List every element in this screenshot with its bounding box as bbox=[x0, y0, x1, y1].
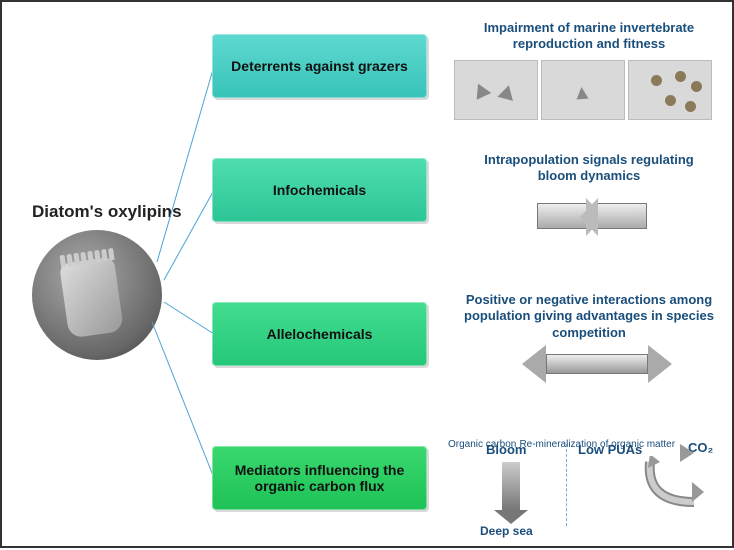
category-deterrents: Deterrents against grazers bbox=[212, 34, 427, 98]
flux-deep-sea-label: Deep sea bbox=[480, 524, 533, 538]
down-arrow-icon bbox=[502, 462, 520, 510]
desc-allelochemicals: Positive or negative interactions among … bbox=[464, 292, 714, 341]
category-label: Infochemicals bbox=[273, 182, 366, 198]
category-allelochemicals: Allelochemicals bbox=[212, 302, 427, 366]
category-infochemicals: Infochemicals bbox=[212, 158, 427, 222]
curve-arrow-icon bbox=[644, 456, 704, 508]
category-carbon-flux: Mediators influencing the organic carbon… bbox=[212, 446, 427, 510]
opposing-arrows-icon bbox=[537, 198, 647, 234]
category-label: Allelochemicals bbox=[267, 326, 373, 342]
category-label: Mediators influencing the organic carbon… bbox=[222, 462, 417, 494]
arrowhead-icon bbox=[680, 444, 700, 462]
category-label: Deterrents against grazers bbox=[231, 58, 408, 74]
carbon-flux-diagram: Bloom Organic carbon Deep sea Low PUAs C… bbox=[448, 438, 724, 538]
thumb-eggs bbox=[628, 60, 712, 120]
flux-divider bbox=[566, 444, 567, 526]
thumb-nauplius-single bbox=[541, 60, 625, 120]
double-arrow-icon bbox=[522, 347, 672, 381]
flux-low-puas-label: Low PUAs bbox=[578, 442, 642, 457]
desc-deterrents: Impairment of marine invertebrate reprod… bbox=[464, 20, 714, 53]
hub: Diatom's oxylipins bbox=[32, 202, 192, 360]
hub-title: Diatom's oxylipins bbox=[32, 202, 192, 222]
thumb-nauplii-pair bbox=[454, 60, 538, 120]
diatom-sem-image bbox=[32, 230, 162, 360]
desc-infochemicals: Intrapopulation signals regulating bloom… bbox=[464, 152, 714, 185]
flux-bloom-label: Bloom bbox=[486, 442, 526, 457]
invertebrate-thumbnails bbox=[454, 60, 712, 120]
